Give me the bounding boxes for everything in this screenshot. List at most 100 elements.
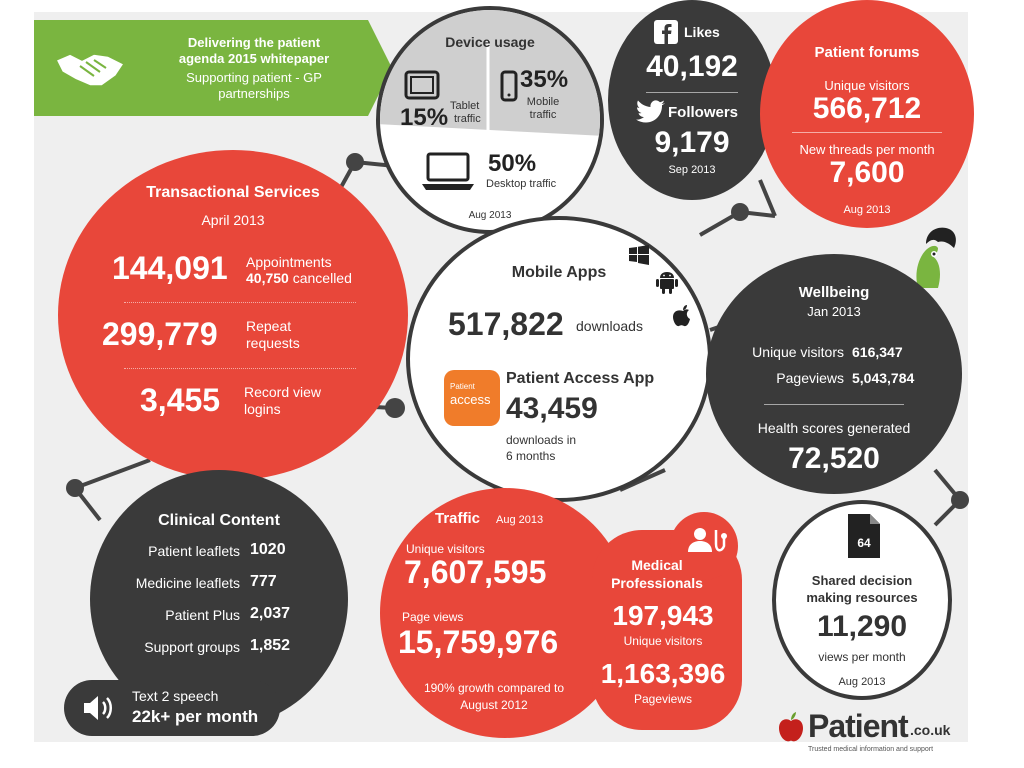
clinical-row-value: 777 — [250, 573, 277, 590]
app-downloads-period-line1: downloads in — [506, 433, 577, 447]
logo-suffix: .co.uk — [910, 722, 951, 738]
patient-logo[interactable]: Patient .co.uk Trusted medical informati… — [774, 708, 970, 760]
clinical-title: Clinical Content — [158, 512, 280, 529]
laptop-icon — [422, 152, 474, 190]
banner-subtitle-line2: partnerships — [218, 86, 290, 101]
clinical-row-label: Patient Plus — [165, 607, 240, 623]
tablet-label-line2: traffic — [454, 113, 481, 125]
social-circle: Likes 40,192 Followers 9,179 Sep 2013 — [608, 0, 776, 200]
desktop-pct: 50% — [488, 150, 537, 177]
medical-pageviews-value: 1,163,396 — [600, 658, 726, 689]
wellbeing-pageviews-label: Pageviews — [776, 370, 844, 386]
likes-label: Likes — [684, 24, 720, 40]
shared-views-value: 11,290 — [816, 610, 908, 643]
health-scores-label: Health scores generated — [757, 420, 911, 436]
clinical-row: Patient leaflets 1020 — [94, 540, 342, 564]
twitter-bird-icon — [636, 100, 665, 123]
clinical-row-value: 1020 — [250, 541, 286, 558]
medical-pageviews-label: Pageviews — [633, 692, 693, 706]
text-to-speech-label: Text 2 speech — [132, 688, 219, 704]
tablet-pct: 15% — [400, 104, 449, 131]
shared-decision-circle: 64 Shared decision making resources 11,2… — [772, 500, 952, 700]
medical-visitors-label: Unique visitors — [623, 634, 703, 648]
forums-threads-value: 7,600 — [829, 156, 905, 189]
clinical-row: Medicine leaflets 777 — [94, 572, 342, 596]
forums-date: Aug 2013 — [843, 204, 891, 216]
repeat-label-line2: requests — [246, 335, 300, 351]
clinical-row-label: Medicine leaflets — [135, 575, 240, 591]
clinical-row-label: Patient leaflets — [148, 543, 240, 559]
appointments-label: Appointments — [246, 254, 332, 270]
mobile-apps-circle: Mobile Apps 517,822 downloads Patient ac… — [406, 216, 712, 502]
text-to-speech-value: 22k+ per month — [132, 707, 259, 726]
text-to-speech-pill: Text 2 speech 22k+ per month — [64, 680, 280, 736]
android-icon — [656, 272, 678, 294]
traffic-circle — [380, 488, 630, 738]
likes-value: 40,192 — [646, 50, 738, 83]
device-usage-title: Device usage — [445, 34, 535, 50]
record-label-line2: logins — [244, 401, 281, 417]
whitepaper-banner: Delivering the patient agenda 2015 white… — [34, 20, 392, 116]
clinical-row-value: 2,037 — [250, 605, 291, 622]
clinical-row: Patient Plus 2,037 — [94, 604, 342, 628]
wellbeing-visitors-value: 616,347 — [852, 344, 903, 360]
clinical-row-value: 1,852 — [250, 637, 291, 654]
traffic-growth-line1: 190% growth compared to — [423, 681, 565, 695]
app-icon-text-line2: access — [450, 392, 491, 407]
apple-logo-icon — [779, 712, 803, 742]
traffic-date: Aug 2013 — [496, 514, 544, 526]
social-date: Sep 2013 — [668, 164, 716, 176]
windows-icon — [629, 245, 649, 265]
medical-title-line2: Professionals — [611, 575, 703, 591]
mascot-icon — [916, 227, 956, 288]
followers-value: 9,179 — [654, 126, 730, 159]
record-label-line1: Record view — [244, 384, 322, 400]
tablet-label-line1: Tablet — [450, 100, 480, 112]
wellbeing-pageviews-value: 5,043,784 — [852, 370, 915, 386]
wellbeing-title: Wellbeing — [798, 284, 870, 301]
shared-views-label: views per month — [818, 650, 906, 664]
app-downloads-label: downloads — [576, 318, 643, 334]
forums-visitors-label: Unique visitors — [824, 78, 910, 93]
cancelled-value: 40,750 — [246, 270, 289, 286]
forums-title: Patient forums — [814, 44, 920, 61]
logo-name: Patient — [808, 708, 909, 744]
speaker-icon — [84, 696, 112, 720]
shared-title-line1: Shared decision — [811, 573, 913, 588]
device-usage-date: Aug 2013 — [468, 210, 512, 221]
desktop-label: Desktop traffic — [486, 178, 557, 190]
patient-access-app-title: Patient Access App — [506, 370, 655, 387]
apple-icon — [673, 305, 690, 327]
logo-tagline: Trusted medical information and support — [808, 746, 934, 753]
app-downloads-period-line2: 6 months — [506, 449, 556, 463]
forums-visitors-value: 566,712 — [812, 92, 922, 125]
followers-label: Followers — [668, 104, 739, 121]
traffic-visitors-label: Unique visitors — [406, 542, 485, 556]
facebook-icon — [654, 20, 678, 44]
shared-date: Aug 2013 — [838, 676, 886, 688]
repeat-requests-value: 299,779 — [102, 316, 218, 352]
banner-title-line1: Delivering the patient — [187, 35, 321, 50]
mobile-pct: 35% — [520, 66, 569, 93]
wellbeing-date: Jan 2013 — [807, 304, 861, 319]
traffic-growth-line2: August 2012 — [460, 698, 528, 712]
forums-threads-label: New threads per month — [799, 142, 935, 157]
patient-forums-circle: Patient forums Unique visitors 566,712 N… — [760, 0, 974, 228]
banner-title-line2: agenda 2015 whitepaper — [178, 51, 330, 66]
handshake-icon — [54, 53, 126, 87]
record-view-value: 3,455 — [140, 382, 221, 418]
traffic-pageviews-label: Page views — [402, 610, 464, 624]
app-downloads-value: 517,822 — [448, 306, 564, 342]
repeat-label-line1: Repeat — [246, 318, 292, 334]
device-usage-top-shade — [380, 10, 600, 136]
traffic-title: Traffic — [435, 510, 481, 527]
document-number: 64 — [857, 536, 871, 550]
appointments-value: 144,091 — [112, 250, 228, 286]
tablet-icon — [404, 70, 440, 100]
mobile-label-line1: Mobile — [526, 96, 560, 108]
document-icon — [848, 514, 880, 558]
patient-access-app-icon: Patient access — [444, 370, 500, 426]
medical-visitors-value: 197,943 — [612, 600, 714, 631]
mobile-label-line2: traffic — [529, 109, 557, 121]
cancelled-label: cancelled — [292, 270, 352, 286]
